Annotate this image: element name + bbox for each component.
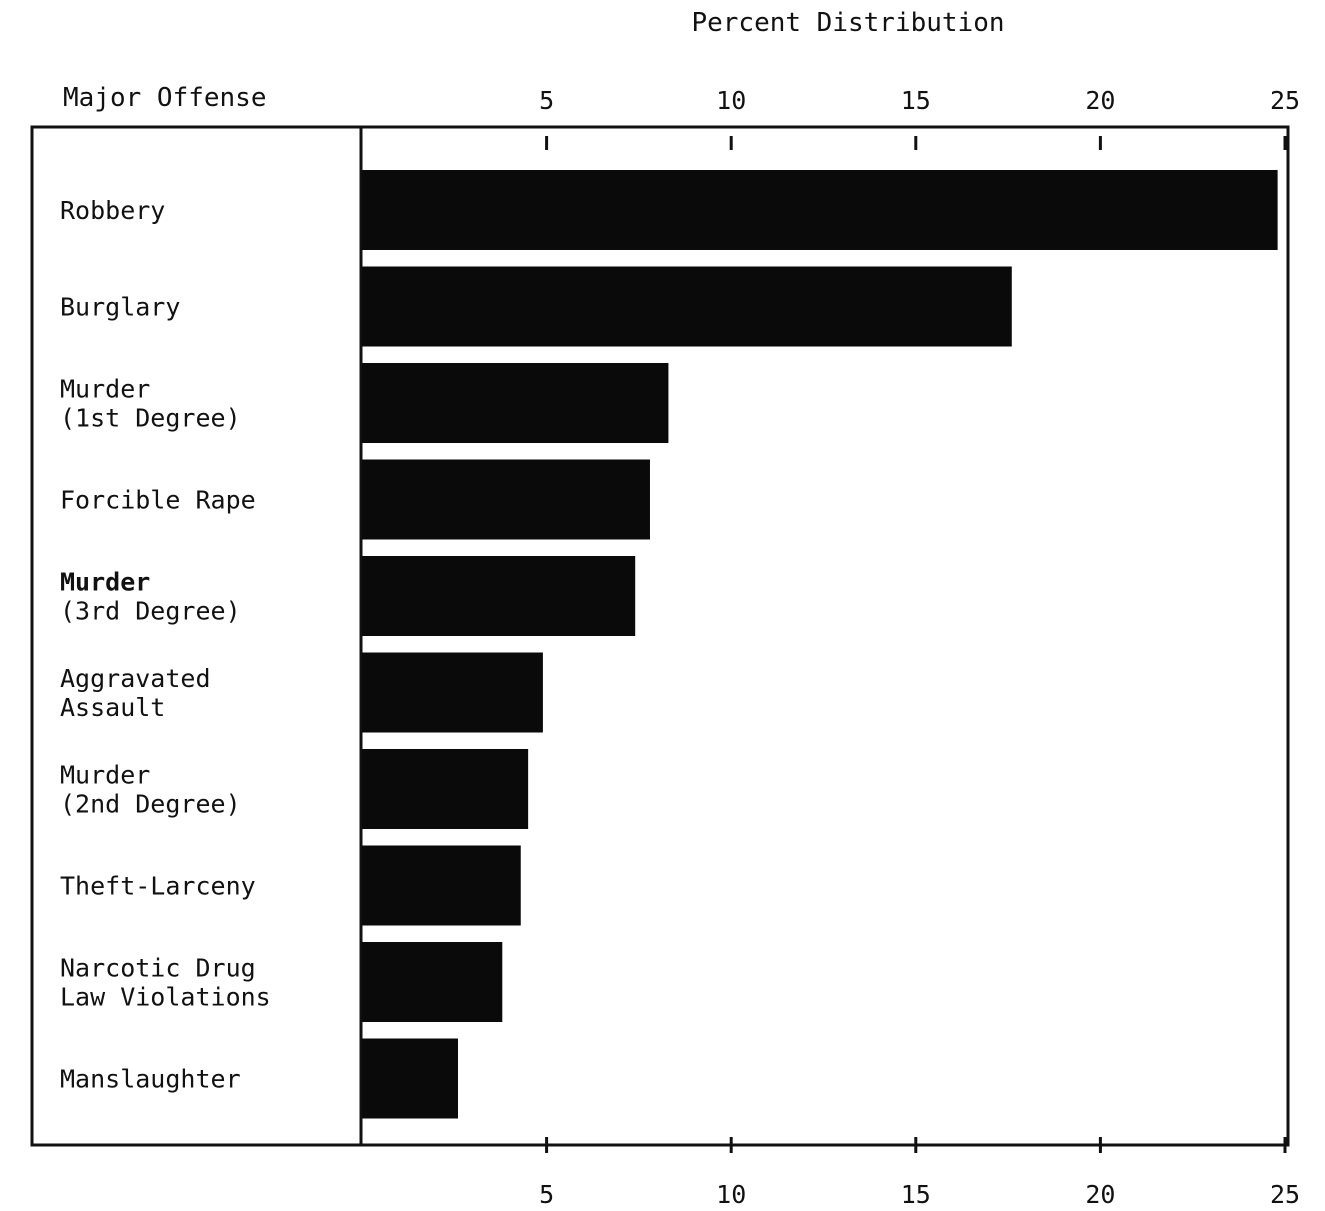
bottom-tick-label: 15 [901,1180,931,1209]
category-label: Law Violations [60,983,271,1012]
bar [362,652,543,733]
top-tick-label: 15 [901,86,931,115]
category-label: (1st Degree) [60,404,241,433]
chart-frame [30,125,1290,1147]
top-tick-label: 10 [716,86,746,115]
category-label: Narcotic Drug [60,954,256,983]
bottom-tick-label: 25 [1270,1180,1300,1209]
bottom-tick-label: 20 [1085,1180,1115,1209]
category-label: Murder [60,761,150,790]
category-label: Theft-Larceny [60,872,256,901]
category-label: Murder [60,375,150,404]
bar [362,459,650,540]
top-tick-label: 20 [1085,86,1115,115]
top-tick-label: 5 [539,86,554,115]
top-tick-label: 25 [1270,86,1300,115]
bar [362,556,636,636]
bottom-axis: 5 10 15 20 25 [539,1137,1300,1209]
bar [362,845,521,926]
bar [362,363,669,443]
category-header: Major Offense [63,83,267,113]
bottom-tick-label: 5 [539,1180,554,1209]
category-label: Manslaughter [60,1065,241,1094]
category-label: Burglary [60,293,180,322]
category-label: Assault [60,693,165,722]
chart-title: Percent Distribution [691,8,1004,38]
bar [362,942,503,1022]
category-label: Forcible Rape [60,486,256,515]
category-label: (2nd Degree) [60,790,241,819]
bar [362,170,1278,250]
bar [362,266,1012,347]
bottom-tick-label: 10 [716,1180,746,1209]
category-label: Murder [60,568,150,597]
top-axis: 5 10 15 20 25 [539,86,1300,150]
bar [362,1038,458,1119]
bar [362,749,529,829]
category-label: Robbery [60,196,165,225]
category-label: (3rd Degree) [60,597,241,626]
bars [362,170,1278,1119]
category-label: Aggravated [60,664,211,693]
